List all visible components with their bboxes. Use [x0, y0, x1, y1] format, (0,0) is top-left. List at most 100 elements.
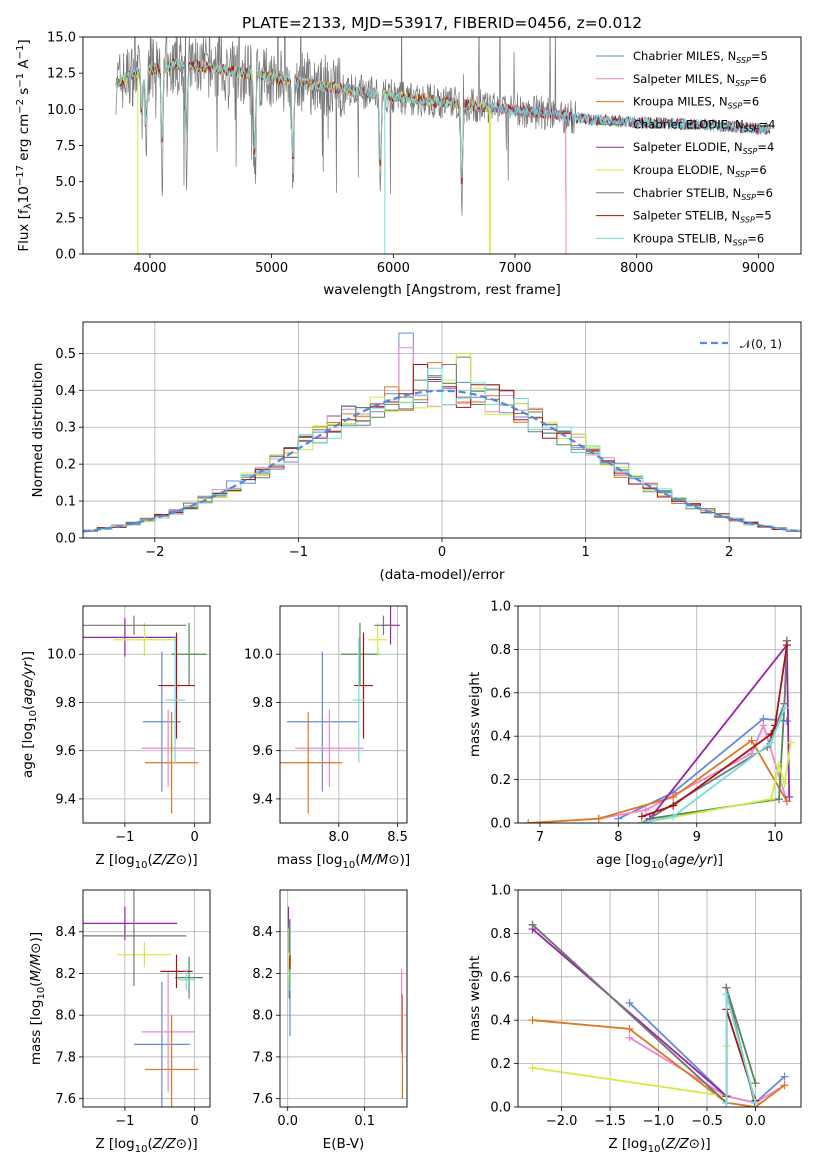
error-bars: [83, 615, 207, 814]
x-tick-label: 0.1: [354, 1114, 375, 1129]
x-axis-label: (data-model)/error: [379, 567, 505, 583]
weight-marker-kroupa_miles: [669, 792, 678, 801]
axes-frame: [517, 889, 802, 1108]
y-tick-label: 2.5: [55, 211, 76, 226]
axes-frame: [279, 605, 408, 824]
y-tick-label: 8.2: [252, 967, 273, 982]
y-tick-label: 10.0: [47, 648, 76, 663]
y-tick-label: 12.5: [47, 67, 76, 82]
weight-marker-kroupa_stelib: [669, 812, 678, 821]
y-tick-label: 7.8: [55, 1050, 76, 1065]
weight-marker-kroupa_miles: [524, 819, 533, 823]
y-tick-label: 0.4: [490, 730, 511, 745]
x-tick-label: −2.0: [546, 1114, 578, 1129]
legend-label: Kroupa ELODIE, NSSP=6: [633, 163, 767, 179]
error-bars: [83, 890, 204, 1107]
y-tick-label: 9.8: [252, 696, 273, 711]
y-tick-label: 7.5: [55, 139, 76, 154]
legend-label: Salpeter MILES, NSSP=6: [633, 72, 767, 88]
y-tick-label: 1.0: [490, 884, 511, 899]
y-tick-label: 8.0: [252, 1009, 273, 1024]
y-tick-label: 7.8: [252, 1050, 273, 1065]
y-tick-label: 8.0: [55, 1009, 76, 1024]
y-axis-label: Normed distribution: [30, 363, 46, 498]
y-tick-label: 9.4: [55, 792, 76, 807]
y-tick-label: 0.6: [490, 970, 511, 985]
y-axis-label: age [log10(age/yr)]: [20, 651, 39, 778]
weight-line-salpeter_elodie: [648, 642, 791, 820]
y-tick-label: 0.0: [55, 248, 76, 263]
y-tick-label: 9.4: [252, 792, 273, 807]
weight-marker-salpeter_miles: [625, 1033, 634, 1042]
y-axis-label: mass weight: [467, 956, 483, 1041]
y-tick-label: 0.8: [490, 927, 511, 942]
y-tick-label: 15.0: [47, 31, 76, 46]
x-tick-label: 10: [767, 830, 784, 845]
x-tick-label: 5000: [255, 261, 288, 276]
y-tick-label: 0.5: [55, 347, 76, 362]
y-tick-label: 0.0: [55, 532, 76, 547]
weight-marker-salpeter_elodie: [785, 792, 794, 801]
weight-marker-chabrier_stelib: [528, 920, 537, 929]
y-axis-label: mass [log10(M/M⊙)]: [28, 932, 47, 1065]
weight-marker-chabrier_elodie: [751, 1079, 760, 1088]
weight-marker-kroupa_stelib: [767, 738, 776, 747]
legend-label: Kroupa STELIB, NSSP=6: [633, 231, 764, 247]
y-tick-label: 0.6: [490, 686, 511, 701]
weight-lines: [524, 636, 795, 823]
y-tick-label: 7.6: [55, 1092, 76, 1107]
x-tick-label: 0: [438, 545, 446, 560]
error-bars: [280, 606, 400, 814]
weight-marker-kroupa_elodie: [767, 795, 776, 804]
weight-marker-salpeter_stelib: [782, 641, 791, 650]
y-tick-label: 0.0: [490, 1101, 511, 1116]
weight-marker-chabrier_miles: [625, 998, 634, 1007]
weight-line-chabrier_miles: [617, 717, 787, 820]
x-tick-label: −1.5: [594, 1114, 626, 1129]
spectrum-lines: [115, 37, 771, 254]
weight-vs-metallicity-panel: −2.0 −1.5 −1.0 −0.5 0.0 0.0 0.2 0.4 0.6 0.8 1.0 Z […: [467, 884, 802, 1155]
y-tick-label: 0.2: [55, 458, 76, 473]
x-tick-label: 4000: [133, 261, 166, 276]
x-tick-label: 0.0: [745, 1114, 766, 1129]
x-axis-label: Z [log10(Z/Z⊙)]: [608, 1136, 710, 1155]
x-axis-label: Z [log10(Z/Z⊙)]: [95, 1136, 197, 1155]
axes-frame: [279, 889, 408, 1108]
weight-marker-chabrier_miles: [614, 814, 623, 823]
legend-label: Chabrier MILES, NSSP=5: [633, 49, 768, 65]
y-tick-label: 0.2: [490, 1057, 511, 1072]
weight-line-chabrier_elodie: [531, 924, 757, 1105]
axes-frame: [82, 605, 211, 824]
legend-label: Salpeter STELIB, NSSP=5: [633, 209, 772, 225]
weight-marker-kroupa_elodie: [528, 1063, 537, 1072]
weight-marker-kroupa_miles: [528, 1016, 537, 1025]
x-tick-label: 1: [581, 545, 589, 560]
weight-marker-kroupa_elodie: [780, 779, 789, 788]
legend: Chabrier MILES, NSSP=5 Salpeter MILES, NS…: [596, 49, 775, 247]
y-tick-label: 7.6: [252, 1092, 273, 1107]
y-tick-label: 8.4: [55, 925, 76, 940]
y-tick-label: 10.0: [244, 648, 273, 663]
weight-marker-kroupa_stelib: [780, 703, 789, 712]
weight-marker-kroupa_miles: [747, 736, 756, 745]
weight-line-kroupa_elodie: [641, 742, 792, 823]
axes-frame: [82, 36, 802, 255]
y-tick-label: 8.2: [55, 967, 76, 982]
histogram-steps: [83, 332, 801, 533]
age-vs-metallicity-panel: −1 0 9.4 9.6 9.8 10.0 Z [log10(Z/Z⊙)] age [log1…: [20, 605, 211, 871]
x-tick-label: −2: [145, 545, 164, 560]
y-axis-label: Flux [fλ10−17 erg cm−2 s−1 A−1]: [15, 39, 34, 251]
weight-marker-chabrier_elodie: [775, 795, 784, 804]
weight-marker-salpeter_stelib: [669, 801, 678, 810]
legend-label: Chabrier STELIB, NSSP=6: [633, 186, 773, 202]
model-spectrum-kroupa_stelib: [115, 58, 771, 178]
x-tick-label: 8000: [620, 261, 653, 276]
axes-frame: [82, 889, 211, 1108]
x-tick-label: 7: [536, 830, 544, 845]
age-vs-mass-panel: 8.0 8.5 9.4 9.6 9.8 10.0 mass [log10(M/M⊙)]: [244, 605, 410, 871]
x-tick-label: 9000: [742, 261, 775, 276]
axes-frame: [517, 605, 802, 824]
x-tick-label: 7000: [498, 261, 531, 276]
y-axis-label: mass weight: [467, 672, 483, 757]
x-tick-label: 6000: [377, 261, 410, 276]
